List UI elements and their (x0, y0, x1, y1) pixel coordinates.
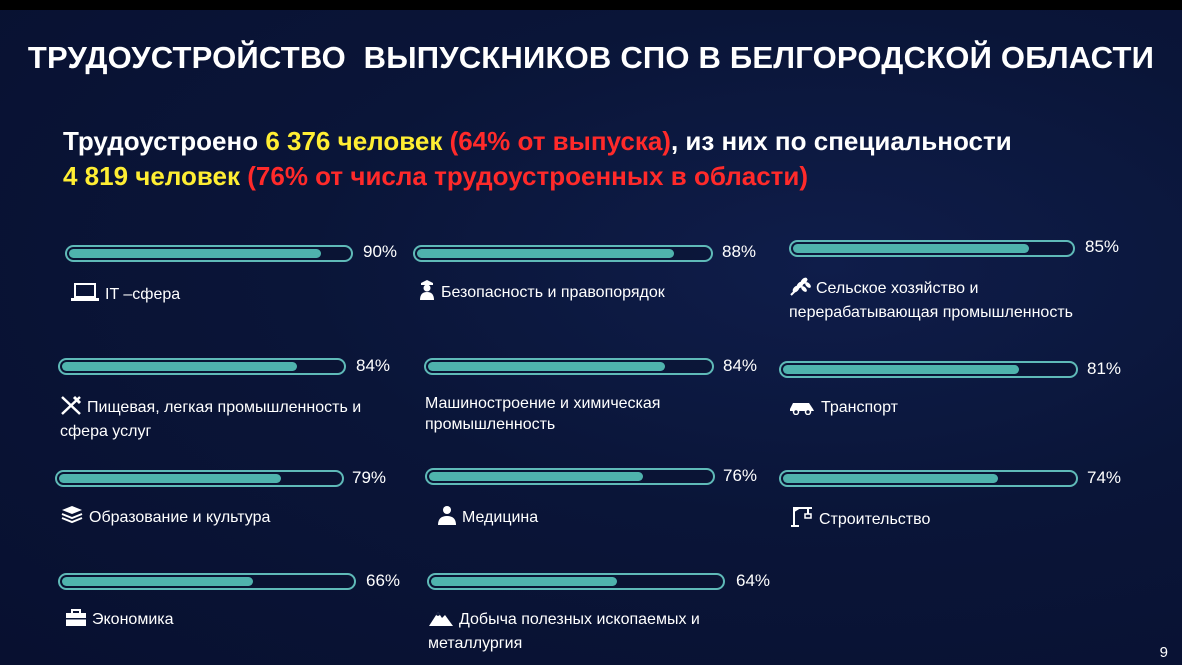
briefcase-icon (65, 609, 87, 633)
mountain-icon (428, 609, 454, 633)
bar-category-label: Строительство (790, 505, 1090, 533)
bar-value-label: 74% (1087, 468, 1122, 487)
bar-fill (783, 474, 998, 483)
bar-category-label: Машиностроение и химическая промышленнос… (425, 393, 725, 435)
bar-track (427, 573, 725, 590)
bar-fill (69, 249, 321, 258)
bar-track (425, 468, 715, 485)
bar-value-label: 76% (723, 466, 758, 485)
category-text: IT –сфера (105, 286, 181, 303)
bar-category-label: IT –сфера (70, 282, 370, 308)
summary-part-1: Трудоустроено (63, 126, 266, 156)
bar-track (789, 240, 1075, 257)
bar-fill (417, 249, 674, 258)
category-text: Пищевая, легкая промышленность и сфера у… (60, 399, 362, 440)
category-text: Строительство (819, 511, 931, 528)
bar-value-label: 66% (366, 571, 401, 590)
bar-track (55, 470, 344, 487)
bar-category-label: Сельское хозяйство и перерабатывающая пр… (789, 276, 1129, 323)
bar-value-label: 84% (356, 356, 391, 375)
category-text: Безопасность и правопорядок (441, 284, 665, 301)
bar-track (779, 361, 1078, 378)
bar-value-label: 84% (723, 356, 758, 375)
bar-fill (431, 577, 617, 586)
summary-employed-count: 6 376 человек (265, 126, 450, 156)
bar-value-label: 64% (736, 571, 771, 590)
bar-track (65, 245, 353, 262)
summary-specialty-count: 4 819 человек (63, 161, 248, 191)
bar-value-label: 85% (1085, 237, 1120, 256)
bar-fill (59, 474, 281, 483)
laptop-icon (70, 282, 100, 308)
bar-category-label: Экономика (65, 609, 365, 633)
category-text: Экономика (92, 611, 174, 628)
fork-knife-icon (60, 395, 82, 421)
bar-value-label: 88% (722, 242, 757, 261)
bar-category-label: Транспорт (788, 397, 1088, 421)
summary-text: Трудоустроено 6 376 человек (64% от выпу… (63, 124, 1143, 194)
page-number: 9 (1159, 644, 1168, 661)
top-band (0, 0, 1182, 10)
bar-value-label: 90% (363, 242, 398, 261)
bar-value-label: 79% (352, 468, 387, 487)
bar-category-label: Добыча полезных ископаемых и металлургия (428, 609, 758, 654)
page-title: ТРУДОУСТРОЙСТВО ВЫПУСКНИКОВ СПО В БЕЛГОР… (27, 40, 1155, 75)
bar-category-label: Пищевая, легкая промышленность и сфера у… (60, 395, 400, 442)
category-text: Добыча полезных ископаемых и металлургия (428, 611, 700, 652)
category-text: Образование и культура (89, 509, 271, 526)
category-text: Транспорт (821, 399, 898, 416)
bar-value-label: 81% (1087, 359, 1122, 378)
bar-fill (62, 362, 297, 371)
bar-track (413, 245, 713, 262)
summary-part-4: , из них по специальности (670, 126, 1012, 156)
bar-fill (62, 577, 253, 586)
bar-fill (428, 362, 665, 371)
books-icon (60, 505, 84, 531)
bar-fill (429, 472, 643, 481)
bar-track (58, 358, 346, 375)
doctor-icon (437, 505, 457, 531)
bar-category-label: Медицина (437, 505, 737, 531)
category-text: Машиностроение и химическая промышленнос… (425, 395, 661, 433)
bar-fill (793, 244, 1029, 253)
bar-track (424, 358, 714, 375)
summary-specialty-share: (76% от числа трудоустроенных в области) (247, 161, 809, 191)
crane-icon (790, 505, 814, 533)
bar-category-label: Образование и культура (60, 505, 380, 531)
bar-track (779, 470, 1078, 487)
category-text: Сельское хозяйство и перерабатывающая пр… (789, 280, 1073, 321)
category-text: Медицина (462, 509, 539, 526)
police-officer-icon (418, 280, 436, 306)
bar-track (58, 573, 356, 590)
car-icon (788, 399, 816, 421)
bar-category-label: Безопасность и правопорядок (418, 280, 748, 306)
summary-employed-share: (64% от выпуска) (449, 126, 671, 156)
bar-fill (783, 365, 1019, 374)
wheat-icon (789, 276, 811, 302)
